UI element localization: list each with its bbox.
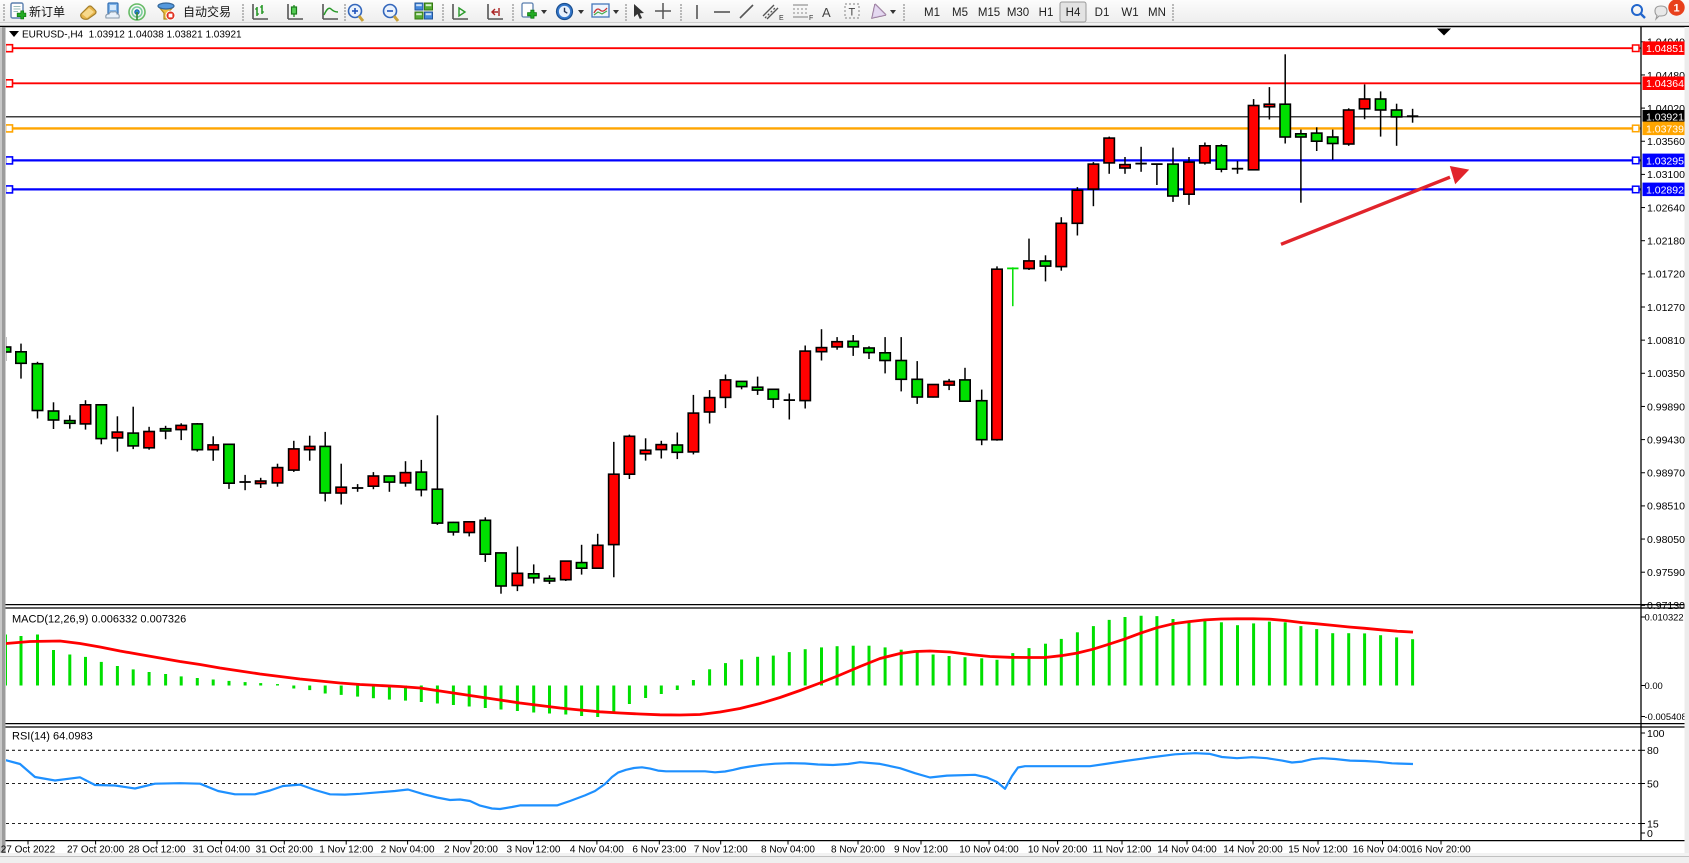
svg-text:M15: M15	[978, 7, 1000, 19]
svg-text:T: T	[849, 7, 856, 19]
svg-text:14 Nov 04:00: 14 Nov 04:00	[1157, 844, 1217, 855]
svg-text:0.99890: 0.99890	[1647, 401, 1685, 413]
svg-text:1.04851: 1.04851	[1646, 43, 1684, 55]
svg-text:M1: M1	[924, 7, 940, 19]
svg-text:1.01270: 1.01270	[1647, 302, 1685, 314]
svg-text:RSI(14) 64.0983: RSI(14) 64.0983	[12, 731, 93, 743]
svg-text:50: 50	[1647, 778, 1659, 790]
svg-text:1.00350: 1.00350	[1647, 368, 1685, 380]
svg-text:E: E	[779, 15, 784, 22]
svg-text:F: F	[809, 15, 813, 22]
svg-text:31 Oct 20:00: 31 Oct 20:00	[256, 844, 314, 855]
svg-text:100: 100	[1647, 728, 1665, 740]
svg-text:1.03295: 1.03295	[1646, 155, 1684, 167]
svg-text:H4: H4	[1066, 7, 1081, 19]
svg-text:1.03921: 1.03921	[1646, 112, 1684, 124]
svg-text:6 Nov 23:00: 6 Nov 23:00	[632, 844, 686, 855]
svg-text:A: A	[822, 5, 831, 20]
svg-text:1: 1	[1673, 3, 1679, 15]
svg-text:27 Oct 20:00: 27 Oct 20:00	[67, 844, 125, 855]
svg-text:1.01720: 1.01720	[1647, 269, 1685, 281]
svg-text:15: 15	[1647, 818, 1659, 830]
svg-text:0.98970: 0.98970	[1647, 468, 1685, 480]
svg-text:3 Nov 12:00: 3 Nov 12:00	[507, 844, 561, 855]
svg-text:1 Nov 12:00: 1 Nov 12:00	[319, 844, 373, 855]
svg-text:0.98050: 0.98050	[1647, 534, 1685, 546]
svg-text:0.97130: 0.97130	[1647, 600, 1685, 612]
svg-text:28 Oct 12:00: 28 Oct 12:00	[128, 844, 186, 855]
svg-text:D1: D1	[1095, 7, 1110, 19]
svg-text:1.00810: 1.00810	[1647, 335, 1685, 347]
svg-text:MN: MN	[1148, 7, 1166, 19]
svg-text:8 Nov 04:00: 8 Nov 04:00	[761, 844, 815, 855]
svg-text:2 Nov 20:00: 2 Nov 20:00	[444, 844, 498, 855]
svg-text:0.98510: 0.98510	[1647, 501, 1685, 513]
svg-text:EURUSD-,H4 1.03912 1.04038 1.: EURUSD-,H4 1.03912 1.04038 1.03821 1.039…	[22, 30, 242, 41]
svg-text:1.02892: 1.02892	[1646, 184, 1684, 196]
svg-text:W1: W1	[1121, 7, 1138, 19]
svg-text:4 Nov 04:00: 4 Nov 04:00	[570, 844, 624, 855]
svg-text:14 Nov 20:00: 14 Nov 20:00	[1223, 844, 1283, 855]
svg-text:31 Oct 04:00: 31 Oct 04:00	[193, 844, 251, 855]
svg-text:80: 80	[1647, 745, 1659, 757]
svg-text:1.03560: 1.03560	[1647, 136, 1685, 148]
svg-text:0.97590: 0.97590	[1647, 567, 1685, 579]
svg-text:16 Nov 04:00: 16 Nov 04:00	[1353, 844, 1413, 855]
svg-text:1.03739: 1.03739	[1646, 123, 1684, 135]
svg-text:1.03100: 1.03100	[1647, 169, 1685, 181]
svg-text:0.00: 0.00	[1645, 680, 1663, 691]
svg-text:M30: M30	[1007, 7, 1029, 19]
svg-text:16 Nov 20:00: 16 Nov 20:00	[1411, 844, 1471, 855]
svg-text:1.02180: 1.02180	[1647, 236, 1685, 248]
svg-text:M5: M5	[952, 7, 968, 19]
svg-text:11 Nov 12:00: 11 Nov 12:00	[1093, 844, 1152, 855]
svg-text:1.02640: 1.02640	[1647, 202, 1685, 214]
svg-text:10 Nov 04:00: 10 Nov 04:00	[959, 844, 1019, 855]
svg-text:15 Nov 12:00: 15 Nov 12:00	[1288, 844, 1348, 855]
svg-text:10 Nov 20:00: 10 Nov 20:00	[1028, 844, 1088, 855]
svg-text:新订单: 新订单	[29, 4, 65, 19]
svg-text:2 Nov 04:00: 2 Nov 04:00	[381, 844, 435, 855]
svg-text:自动交易: 自动交易	[183, 4, 231, 19]
svg-text:7 Nov 12:00: 7 Nov 12:00	[694, 844, 748, 855]
svg-text:MACD(12,26,9) 0.006332 0.00732: MACD(12,26,9) 0.006332 0.007326	[12, 614, 186, 626]
svg-text:-0.005408: -0.005408	[1645, 711, 1687, 722]
svg-text:0.99430: 0.99430	[1647, 434, 1685, 446]
svg-text:8 Nov 20:00: 8 Nov 20:00	[831, 844, 885, 855]
svg-text:1.04364: 1.04364	[1646, 78, 1684, 90]
svg-text:9 Nov 12:00: 9 Nov 12:00	[894, 844, 948, 855]
svg-text:0.010322: 0.010322	[1645, 612, 1684, 623]
svg-text:0: 0	[1647, 828, 1653, 840]
svg-text:27 Oct 2022: 27 Oct 2022	[1, 844, 56, 855]
svg-text:H1: H1	[1039, 7, 1054, 19]
